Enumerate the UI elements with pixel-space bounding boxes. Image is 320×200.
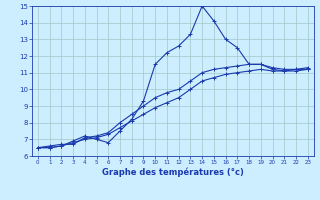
X-axis label: Graphe des températures (°c): Graphe des températures (°c) [102,168,244,177]
